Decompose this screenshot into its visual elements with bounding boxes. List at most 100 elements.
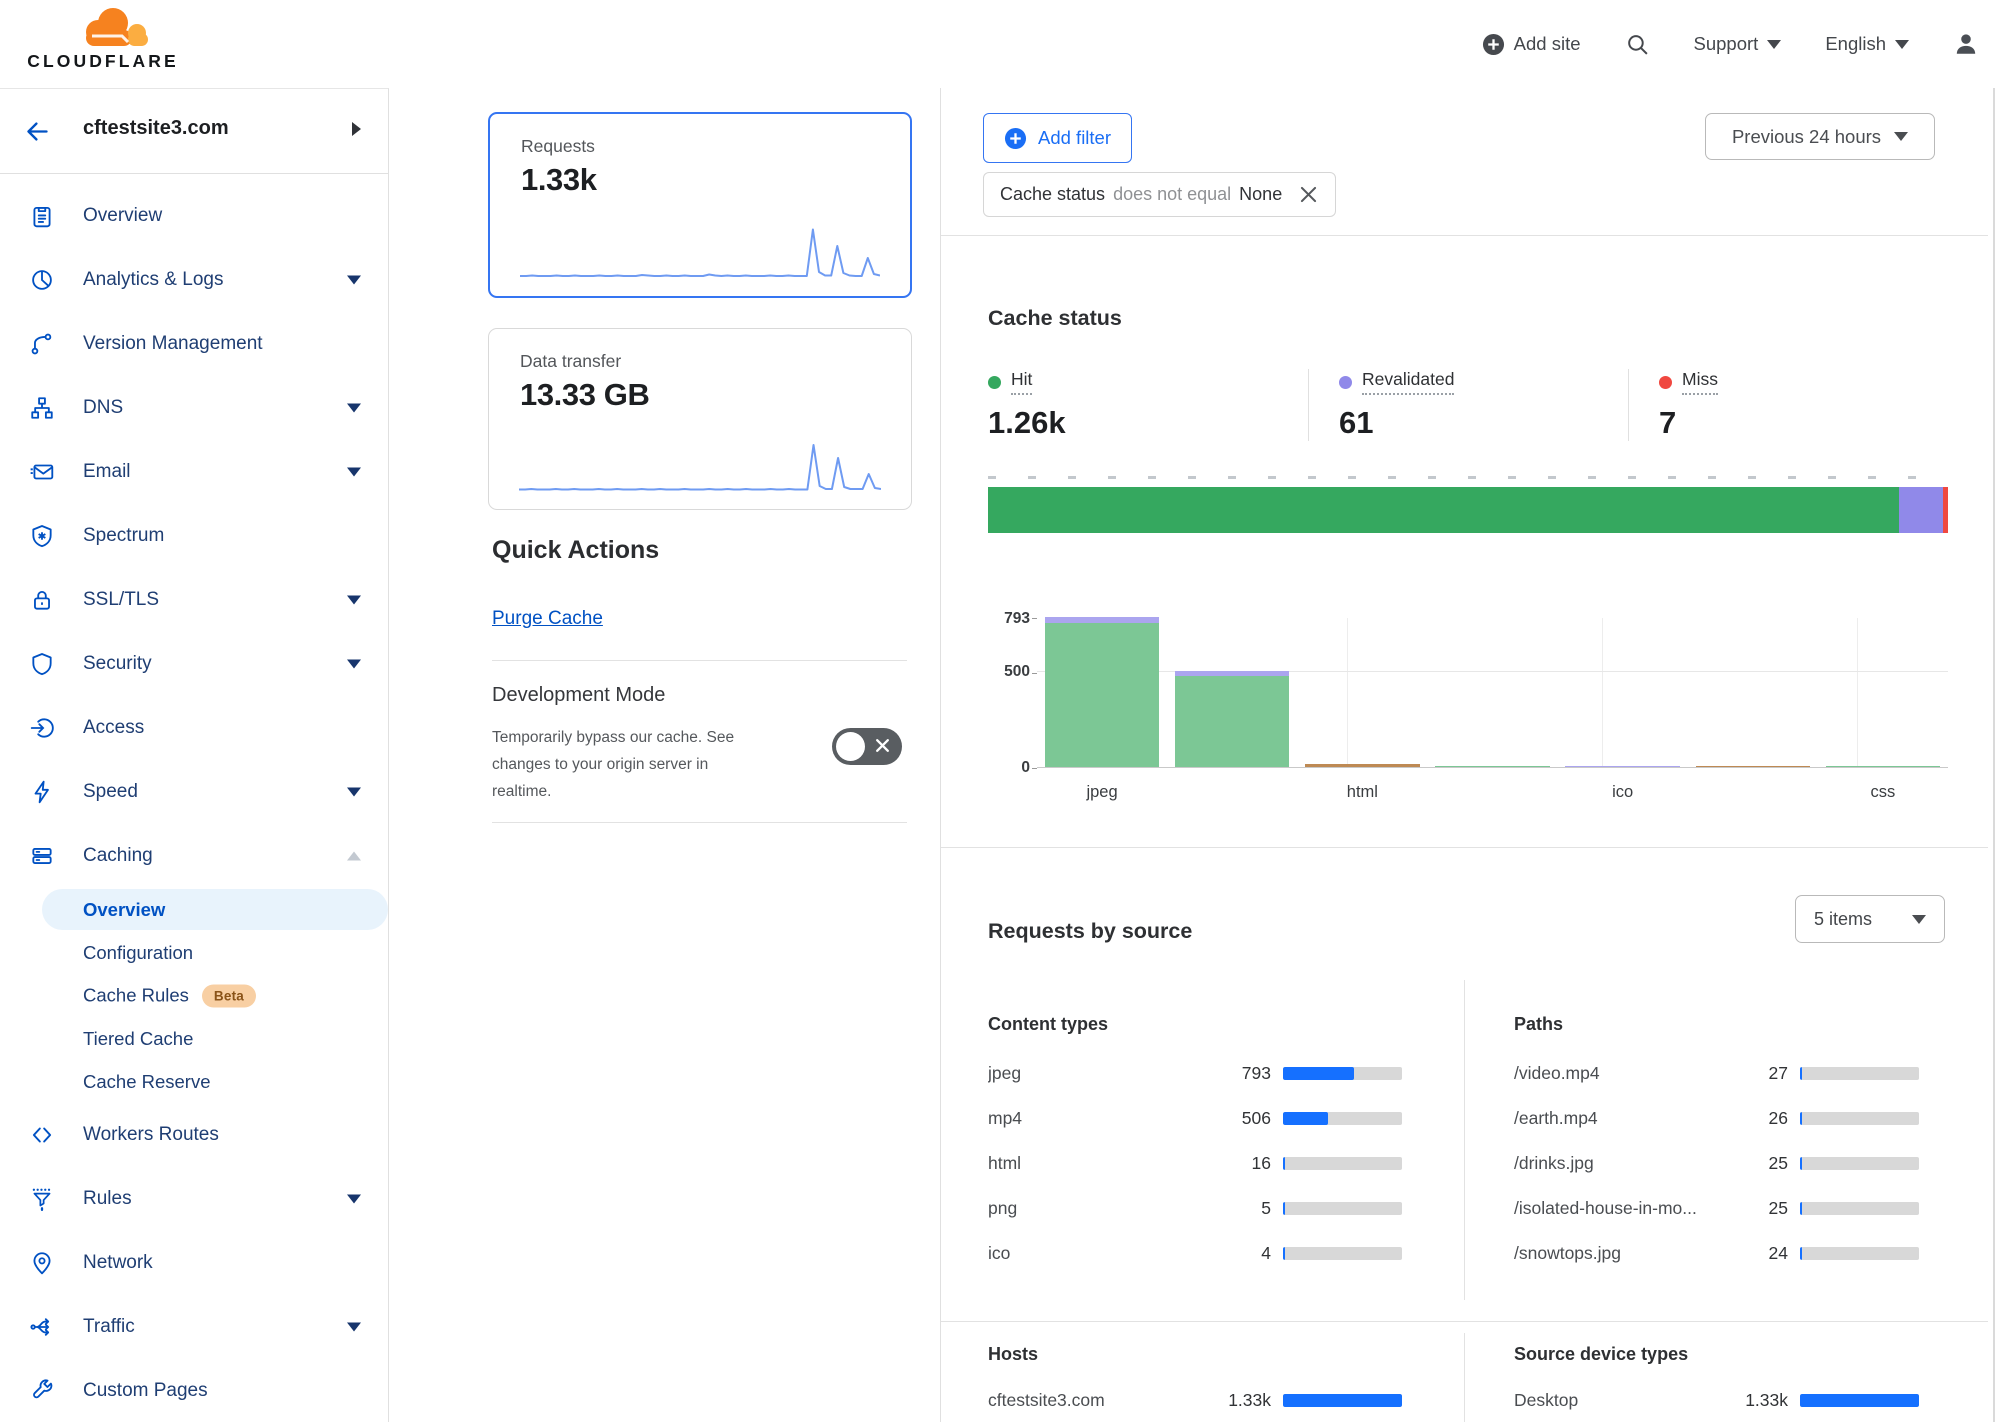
x-tick-label: ico bbox=[1612, 783, 1634, 801]
purge-cache-link[interactable]: Purge Cache bbox=[492, 608, 603, 629]
sidebar-item-ssl-tls[interactable]: SSL/TLS bbox=[0, 568, 388, 632]
x-tick-label bbox=[1427, 783, 1557, 802]
remove-filter-icon[interactable] bbox=[1298, 184, 1319, 205]
row-value: 16 bbox=[1251, 1153, 1271, 1173]
legend-dot bbox=[988, 375, 1001, 389]
site-selector[interactable]: cftestsite3.com bbox=[0, 89, 388, 174]
row-value: 1.33k bbox=[1745, 1390, 1788, 1410]
list-item: png 5 bbox=[988, 1186, 1402, 1231]
stat-label[interactable]: Revalidated bbox=[1362, 369, 1455, 395]
row-bar-fill bbox=[1283, 1157, 1285, 1170]
bar-segment-revalidated bbox=[1044, 617, 1160, 623]
lock-icon bbox=[29, 587, 55, 613]
sidebar-item-speed[interactable]: Speed bbox=[0, 760, 388, 824]
back-arrow-icon[interactable] bbox=[24, 118, 51, 150]
gridline bbox=[1346, 618, 1348, 767]
stat-revalidated: Revalidated 61 bbox=[1308, 369, 1628, 441]
x-tick-label: html bbox=[1346, 783, 1378, 801]
row-bar-track bbox=[1283, 1067, 1402, 1080]
row-bar-fill bbox=[1283, 1394, 1402, 1407]
list-item: cftestsite3.com 1.33k bbox=[988, 1378, 1402, 1423]
row-label: jpeg bbox=[988, 1063, 1022, 1083]
sidebar-item-traffic[interactable]: Traffic bbox=[0, 1295, 388, 1359]
row-label: Desktop bbox=[1514, 1390, 1579, 1410]
column-divider bbox=[1464, 980, 1465, 1300]
legend-dot bbox=[1659, 375, 1672, 389]
support-menu[interactable]: Support bbox=[1694, 33, 1782, 55]
sidebar-subitem-configuration[interactable]: Configuration bbox=[0, 931, 388, 974]
data-transfer-metric-card[interactable]: Data transfer 13.33 GB bbox=[488, 328, 912, 510]
stat-label[interactable]: Miss bbox=[1682, 369, 1718, 395]
filter-chip[interactable]: Cache status does not equal None bbox=[983, 172, 1337, 217]
sidebar-item-custom-pages[interactable]: Custom Pages bbox=[0, 1359, 388, 1423]
sidebar-subitem-cache-reserve[interactable]: Cache Reserve bbox=[0, 1060, 388, 1103]
requests-metric-card[interactable]: Requests 1.33k bbox=[488, 112, 912, 298]
spectrum-icon bbox=[29, 523, 55, 549]
items-count-dropdown[interactable]: 5 items bbox=[1795, 895, 1945, 943]
list-item: /snowtops.jpg 24 bbox=[1514, 1231, 1919, 1276]
add-site-button[interactable]: Add site bbox=[1482, 33, 1581, 56]
scrollbar-track[interactable] bbox=[1993, 88, 1995, 1422]
sidebar-item-analytics-logs[interactable]: Analytics & Logs bbox=[0, 248, 388, 312]
sidebar-item-network[interactable]: Network bbox=[0, 1231, 388, 1295]
sidebar-item-access[interactable]: Access bbox=[0, 696, 388, 760]
cloudflare-logo[interactable]: CLOUDFLARE bbox=[22, 4, 184, 72]
stackbar-ticks bbox=[988, 476, 1948, 479]
list-item: /video.mp4 27 bbox=[1514, 1051, 1919, 1096]
plus-circle-icon bbox=[1482, 33, 1504, 55]
sidebar-item-overview[interactable]: Overview bbox=[0, 184, 388, 248]
time-range-dropdown[interactable]: Previous 24 hours bbox=[1705, 113, 1935, 160]
active-highlight bbox=[42, 889, 388, 930]
row-value: 793 bbox=[1241, 1063, 1271, 1083]
list-item: /drinks.jpg 25 bbox=[1514, 1141, 1919, 1186]
sidebar-item-version-management[interactable]: Version Management bbox=[0, 312, 388, 376]
plus-circle-icon bbox=[1004, 127, 1027, 149]
cache-status-stacked-bar bbox=[988, 487, 1948, 533]
development-mode-toggle[interactable] bbox=[832, 728, 902, 765]
sidebar-item-caching[interactable]: Caching bbox=[0, 824, 388, 888]
list-item: /isolated-house-in-mo... 25 bbox=[1514, 1186, 1919, 1231]
content-types-heading: Content types bbox=[988, 1014, 1109, 1034]
language-menu[interactable]: English bbox=[1825, 33, 1909, 55]
stat-label[interactable]: Hit bbox=[1011, 369, 1033, 395]
search-button[interactable] bbox=[1625, 32, 1650, 57]
sidebar-item-rules[interactable]: Rules bbox=[0, 1167, 388, 1231]
sidebar-item-email[interactable]: Email bbox=[0, 440, 388, 504]
sidebar-item-security[interactable]: Security bbox=[0, 632, 388, 696]
data-transfer-value: 13.33 GB bbox=[520, 377, 650, 412]
bar-segment-hit bbox=[1435, 766, 1550, 767]
pie-icon bbox=[29, 267, 55, 293]
axis-tick bbox=[1032, 768, 1037, 769]
source-device-types-heading: Source device types bbox=[1514, 1344, 1689, 1364]
chevron-down-icon bbox=[347, 595, 361, 605]
requests-value: 1.33k bbox=[521, 162, 597, 197]
sidebar-subitem-tiered-cache[interactable]: Tiered Cache bbox=[0, 1017, 388, 1060]
axis-tick bbox=[1032, 618, 1037, 619]
sidebar-item-label: Custom Pages bbox=[83, 1380, 208, 1401]
add-filter-button[interactable]: Add filter bbox=[983, 113, 1133, 163]
sidebar-item-workers-routes[interactable]: Workers Routes bbox=[0, 1103, 388, 1167]
branch-icon bbox=[29, 331, 55, 357]
chevron-down-icon bbox=[347, 1322, 361, 1332]
row-label: ico bbox=[988, 1243, 1011, 1263]
sidebar-subitem-label: Tiered Cache bbox=[83, 1027, 194, 1049]
user-icon bbox=[1956, 34, 1976, 54]
stackbar-segment-miss bbox=[1942, 487, 1948, 533]
cache-status-bar-chart: 793 500 0 bbox=[988, 610, 1948, 776]
sidebar-subitem-cache-rules[interactable]: Cache Rules Beta bbox=[0, 974, 388, 1017]
row-value: 5 bbox=[1261, 1198, 1271, 1218]
row-value: 506 bbox=[1241, 1108, 1271, 1128]
sidebar-item-label: DNS bbox=[83, 397, 124, 418]
sidebar-item-dns[interactable]: DNS bbox=[0, 376, 388, 440]
sidebar-item-label: Security bbox=[83, 653, 152, 674]
account-button[interactable] bbox=[1953, 31, 1979, 57]
row-bar-track bbox=[1800, 1157, 1919, 1170]
content-types-list: jpeg 793 mp4 506 html 16 png 5 ico 4 bbox=[988, 1051, 1402, 1276]
sidebar-subitem-overview[interactable]: Overview bbox=[0, 888, 388, 931]
row-label: mp4 bbox=[988, 1108, 1023, 1128]
site-name: cftestsite3.com bbox=[83, 117, 229, 139]
sidebar-item-spectrum[interactable]: Spectrum bbox=[0, 504, 388, 568]
chevron-right-icon[interactable] bbox=[352, 122, 361, 136]
row-bar-track bbox=[1800, 1247, 1919, 1260]
gridline bbox=[1601, 618, 1603, 767]
